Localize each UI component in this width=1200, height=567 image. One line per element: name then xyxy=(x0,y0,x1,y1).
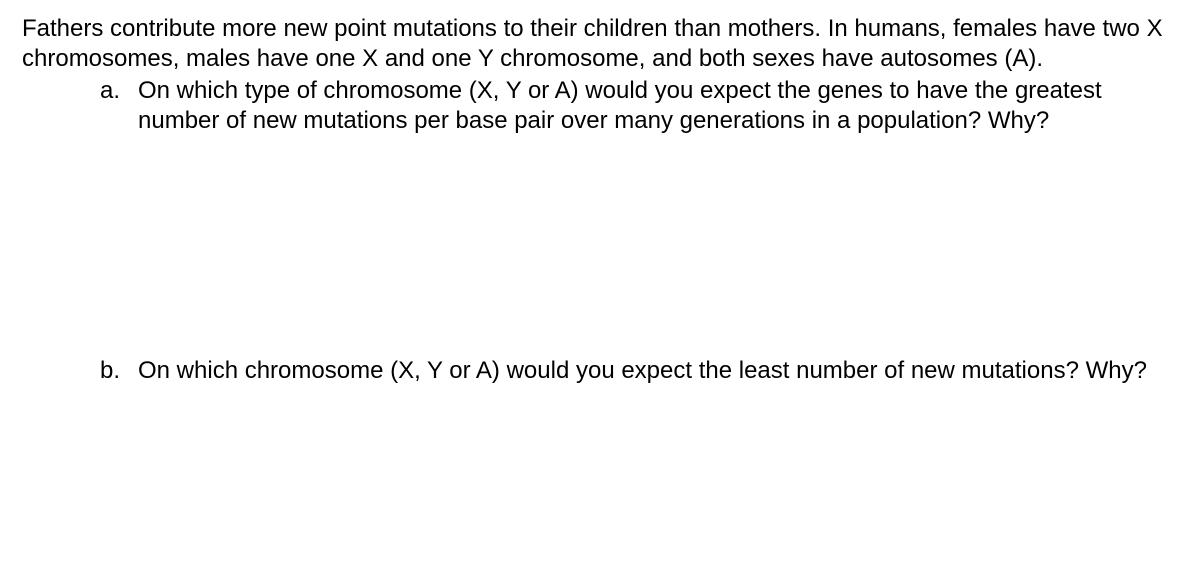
question-item-b: b. On which chromosome (X, Y or A) would… xyxy=(100,356,1178,386)
question-text-a: On which type of chromosome (X, Y or A) … xyxy=(138,76,1178,136)
question-text-b: On which chromosome (X, Y or A) would yo… xyxy=(138,356,1178,386)
question-list: a. On which type of chromosome (X, Y or … xyxy=(22,76,1178,386)
question-page: Fathers contribute more new point mutati… xyxy=(0,0,1200,386)
question-item-a: a. On which type of chromosome (X, Y or … xyxy=(100,76,1178,136)
question-marker-a: a. xyxy=(100,76,138,106)
question-marker-b: b. xyxy=(100,356,138,386)
question-intro: Fathers contribute more new point mutati… xyxy=(22,14,1178,74)
